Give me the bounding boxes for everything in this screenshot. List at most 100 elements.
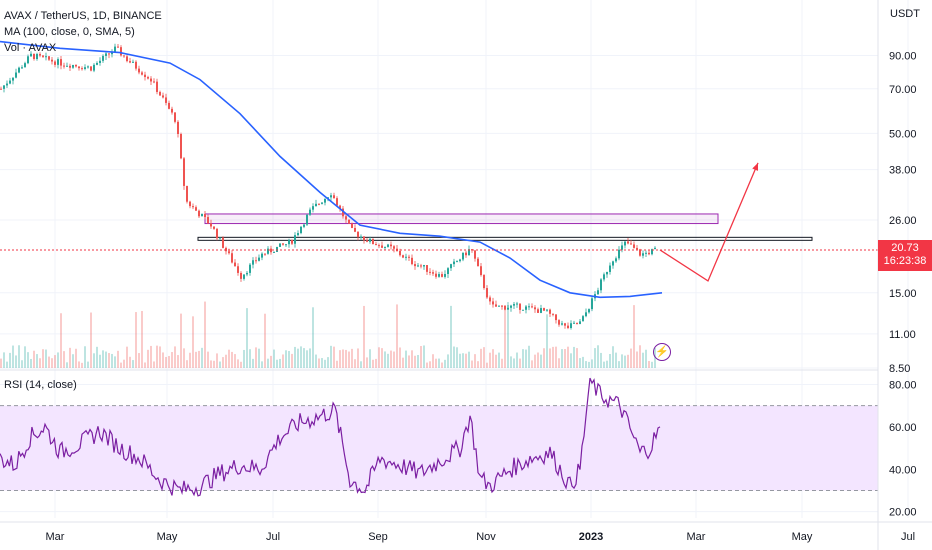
volume-bar (282, 354, 284, 368)
candle-body (270, 248, 272, 253)
volume-bar (519, 358, 521, 368)
candle-body (480, 266, 482, 276)
price-tick-label: 38.00 (889, 165, 917, 177)
price-tick-label: 26.00 (889, 215, 917, 227)
candle-body (597, 290, 599, 295)
volume-bar (90, 312, 92, 368)
volume-bar (57, 352, 59, 368)
volume-bar (153, 361, 155, 368)
volume-bar (333, 346, 335, 368)
volume-bar (597, 345, 599, 368)
ma-legend[interactable]: MA (100, close, 0, SMA, 5) (4, 26, 135, 38)
price-tick-label: 11.00 (889, 329, 916, 341)
volume-bar (360, 361, 362, 368)
candle-body (384, 246, 386, 248)
volume-bar (186, 360, 188, 368)
candle-body (564, 323, 566, 326)
candle-body (315, 203, 317, 207)
volume-bar (606, 360, 608, 368)
volume-bar (87, 361, 89, 368)
volume-bar (483, 347, 485, 368)
candle-body (204, 213, 206, 218)
volume-bar (528, 345, 530, 368)
volume-bar (318, 358, 320, 368)
volume-bar (294, 346, 296, 368)
volume-bar (345, 349, 347, 368)
volume-bar (300, 346, 302, 368)
volume-bar (441, 362, 443, 368)
volume-bar (102, 350, 104, 368)
volume-bar (549, 348, 551, 368)
candle-body (342, 208, 344, 217)
candle-body (561, 323, 563, 325)
volume-bar (264, 313, 266, 368)
candle-body (591, 298, 593, 310)
volume-bar (474, 354, 476, 368)
rsi-legend[interactable]: RSI (14, close) (4, 379, 77, 391)
volume-bar (417, 354, 419, 368)
flash-icon[interactable]: ⚡ (653, 343, 671, 361)
candle-body (495, 304, 497, 307)
candle-body (570, 323, 572, 328)
candle-body (309, 209, 311, 215)
upper-zone (204, 213, 719, 225)
volume-bar (399, 347, 401, 368)
volume-bar (168, 355, 170, 368)
candle-body (429, 271, 431, 273)
price-tick-label: 15.00 (889, 288, 917, 300)
volume-bar (51, 358, 53, 368)
symbol-legend[interactable]: AVAX / TetherUS, 1D, BINANCE (4, 10, 162, 22)
volume-bar (627, 354, 629, 368)
volume-bar (0, 358, 2, 368)
candle-body (243, 274, 245, 279)
volume-bar (339, 350, 341, 368)
candle-body (438, 274, 440, 277)
candle-body (408, 256, 410, 258)
candle-body (321, 202, 323, 204)
volume-bar (615, 352, 617, 368)
candle-body (99, 60, 101, 63)
volume-bar (504, 308, 506, 368)
candle-body (66, 65, 68, 67)
candle-body (513, 304, 515, 306)
candle-body (51, 59, 53, 62)
candle-body (252, 260, 254, 265)
candle-body (264, 253, 266, 255)
volume-bar (18, 345, 20, 368)
volume-bar (192, 316, 194, 368)
candle-body (183, 158, 185, 186)
volume-bar (618, 361, 620, 368)
volume-bar (648, 361, 650, 368)
candle-body (648, 252, 650, 255)
candle-body (150, 78, 152, 82)
candle-body (363, 236, 365, 241)
candle-body (219, 237, 221, 239)
candle-body (201, 213, 203, 217)
candle-body (483, 275, 485, 289)
candle-body (630, 243, 632, 245)
volume-bar (207, 351, 209, 368)
volume-bar (33, 350, 35, 368)
candle-body (42, 55, 44, 57)
time-tick-label: Jul (901, 531, 915, 543)
volume-bar (75, 348, 77, 368)
candle-body (78, 66, 80, 69)
candle-body (72, 65, 74, 68)
volume-bar (486, 362, 488, 368)
candle-body (546, 309, 548, 311)
volume-bar (366, 357, 368, 368)
volume-bar (129, 356, 131, 368)
candle-body (381, 245, 383, 248)
candle-body (606, 271, 608, 275)
volume-bar (144, 362, 146, 368)
candle-body (144, 74, 146, 78)
volume-bar (309, 348, 311, 368)
volume-bar (315, 354, 317, 368)
candle-body (108, 53, 110, 55)
candle-body (168, 102, 170, 109)
rsi-tick-label: 20.00 (889, 507, 917, 519)
candle-body (351, 223, 353, 228)
candle-body (84, 67, 86, 70)
volume-legend[interactable]: Vol · AVAX (4, 42, 57, 54)
volume-bar (273, 349, 275, 368)
